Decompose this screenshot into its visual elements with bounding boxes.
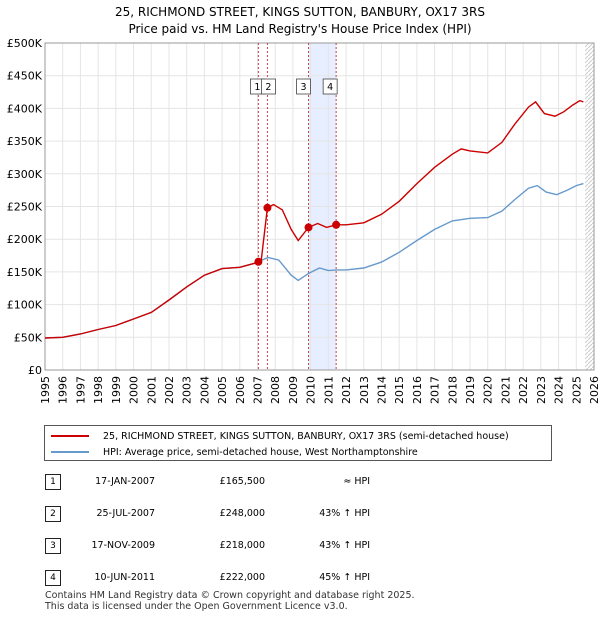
x-tick-label: 2023 (535, 376, 548, 404)
transaction-hpi: ≈ HPI (343, 476, 370, 487)
x-tick-label: 2013 (358, 376, 371, 404)
legend-swatch-price (51, 435, 89, 437)
legend-label-hpi: HPI: Average price, semi-detached house,… (103, 446, 418, 458)
x-tick-label: 1998 (92, 376, 105, 404)
x-tick-label: 2019 (464, 376, 477, 404)
y-tick-label: £450K (7, 70, 43, 83)
x-tick-label: 2006 (234, 376, 247, 404)
y-tick-label: £0 (28, 364, 42, 377)
transaction-price: £248,000 (219, 508, 265, 519)
x-tick-label: 2009 (287, 376, 300, 404)
transaction-label: 3 (300, 82, 306, 93)
x-tick-label: 2020 (482, 376, 495, 404)
transaction-number: 1 (45, 474, 61, 490)
x-tick-label: 2024 (553, 376, 566, 404)
transaction-point (304, 223, 313, 232)
x-tick-label: 2002 (163, 376, 176, 404)
transaction-hpi: 43% ↑ HPI (319, 540, 370, 551)
price-line (44, 99, 584, 339)
x-tick-label: 2016 (411, 376, 424, 404)
transaction-point (254, 257, 263, 266)
transaction-label-box (261, 78, 276, 95)
transaction-number: 3 (45, 538, 61, 554)
chart-title-block: 25, RICHMOND STREET, KINGS SUTTON, BANBU… (0, 4, 600, 38)
x-tick-label: 2007 (252, 376, 265, 404)
x-tick-label: 2001 (145, 376, 158, 404)
transaction-label: 4 (327, 82, 333, 93)
transaction-number: 2 (45, 506, 61, 522)
y-tick-label: £500K (7, 37, 43, 50)
y-tick-label: £250K (7, 201, 43, 214)
x-tick-label: 2017 (429, 376, 442, 404)
plot-frame (44, 42, 595, 371)
footer-line-1: Contains HM Land Registry data © Crown c… (45, 590, 415, 601)
x-tick-label: 1996 (57, 376, 70, 404)
legend-entry-hpi: HPI: Average price, semi-detached house,… (51, 445, 418, 459)
x-tick-label: 2015 (393, 376, 406, 404)
x-tick-label: 2012 (340, 376, 353, 404)
transaction-label: 1 (254, 82, 260, 93)
x-tick-label: 1997 (74, 376, 87, 404)
x-tick-label: 2000 (128, 376, 141, 404)
x-tick-label: 2014 (375, 376, 388, 404)
y-tick-label: £100K (7, 299, 43, 312)
transaction-price: £222,000 (219, 572, 265, 583)
transaction-price: £165,500 (219, 476, 265, 487)
x-tick-label: 2022 (517, 376, 530, 404)
transaction-hpi: 45% ↑ HPI (319, 572, 370, 583)
y-tick-label: £300K (7, 168, 43, 181)
x-tick-label: 2003 (181, 376, 194, 404)
transaction-point (263, 203, 272, 212)
legend-entry-price: 25, RICHMOND STREET, KINGS SUTTON, BANBU… (51, 429, 509, 443)
x-tick-label: 2008 (269, 376, 282, 404)
transaction-date: 10-JUN-2011 (94, 572, 155, 583)
chart-title: 25, RICHMOND STREET, KINGS SUTTON, BANBU… (115, 5, 485, 19)
legend-label-price: 25, RICHMOND STREET, KINGS SUTTON, BANBU… (103, 430, 509, 442)
y-tick-label: £350K (7, 135, 43, 148)
chart-legend: 25, RICHMOND STREET, KINGS SUTTON, BANBU… (44, 425, 552, 461)
transaction-point (332, 220, 341, 229)
x-tick-label: 2005 (216, 376, 229, 404)
transaction-row: 4 10-JUN-2011 £222,000 45% ↑ HPI (0, 566, 600, 590)
y-tick-label: £400K (7, 102, 43, 115)
transaction-label-box (322, 78, 338, 95)
plot-area: 1 2 3 4 £0 £50K £100K £150K £200K £250K £300K £350K… (7, 37, 600, 404)
footer-note: Contains HM Land Registry data © Crown c… (45, 590, 415, 612)
y-tick-label: £150K (7, 266, 43, 279)
transaction-number: 4 (45, 570, 61, 586)
x-tick-label: 1995 (39, 376, 52, 404)
x-tick-label: 2025 (570, 376, 583, 404)
legend-swatch-hpi (51, 451, 89, 453)
transaction-label-box (296, 78, 311, 95)
transaction-label: 2 (265, 82, 271, 93)
chart-subtitle: Price paid vs. HM Land Registry's House … (128, 22, 472, 36)
x-tick-label: 2010 (305, 376, 318, 404)
transaction-price: £218,000 (219, 540, 265, 551)
transaction-row: 2 25-JUL-2007 £248,000 43% ↑ HPI (0, 502, 600, 526)
transaction-row: 3 17-NOV-2009 £218,000 43% ↑ HPI (0, 534, 600, 558)
transaction-date: 17-NOV-2009 (91, 540, 155, 551)
x-tick-label: 2026 (588, 376, 600, 404)
price-chart: 1 2 3 4 £0 £50K £100K £150K £200K £250K £300K £350K… (7, 37, 600, 404)
y-tick-label: £50K (14, 331, 43, 344)
x-tick-label: 1999 (110, 376, 123, 404)
x-tick-label: 2021 (499, 376, 512, 404)
x-tick-label: 2018 (446, 376, 459, 404)
x-tick-label: 2011 (322, 376, 335, 404)
transaction-row: 1 17-JAN-2007 £165,500 ≈ HPI (0, 470, 600, 494)
transaction-hpi: 43% ↑ HPI (319, 508, 370, 519)
y-tick-label: £200K (7, 233, 43, 246)
transaction-date: 25-JUL-2007 (96, 508, 155, 519)
x-tick-label: 2004 (198, 376, 211, 404)
footer-line-2: This data is licensed under the Open Gov… (45, 601, 348, 612)
transaction-date: 17-JAN-2007 (95, 476, 155, 487)
